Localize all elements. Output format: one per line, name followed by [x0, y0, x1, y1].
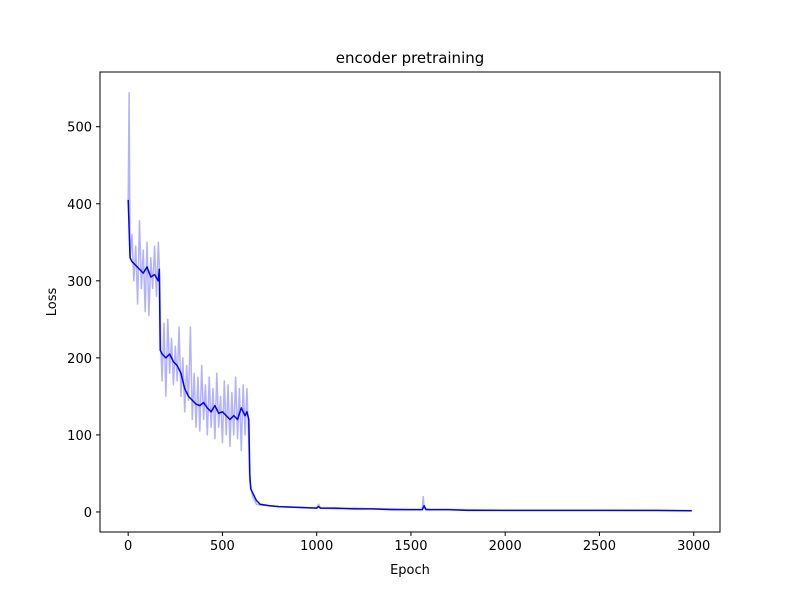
- x-tick-label: 2000: [489, 539, 522, 554]
- data-line: [127, 199, 692, 512]
- x-tick-label: 2500: [583, 539, 616, 554]
- y-tick-label: 500: [67, 121, 92, 136]
- x-tick-label: 1500: [394, 539, 427, 554]
- x-tick-label: 500: [210, 539, 235, 554]
- plot-area: [127, 92, 692, 512]
- y-tick-label: 200: [67, 352, 92, 367]
- chart-title: encoder pretraining: [336, 49, 485, 67]
- y-tick-label: 400: [67, 198, 92, 213]
- axes-frame: [99, 71, 721, 533]
- x-tick-label: 0: [124, 539, 132, 554]
- x-axis-label: Epoch: [390, 563, 430, 578]
- x-tick-label: 1000: [300, 539, 333, 554]
- y-tick-label: 0: [84, 506, 92, 521]
- y-tick-label: 100: [67, 429, 92, 444]
- y-axis-label: Loss: [45, 288, 60, 317]
- x-tick-label: 3000: [677, 539, 710, 554]
- y-tick-label: 300: [67, 275, 92, 290]
